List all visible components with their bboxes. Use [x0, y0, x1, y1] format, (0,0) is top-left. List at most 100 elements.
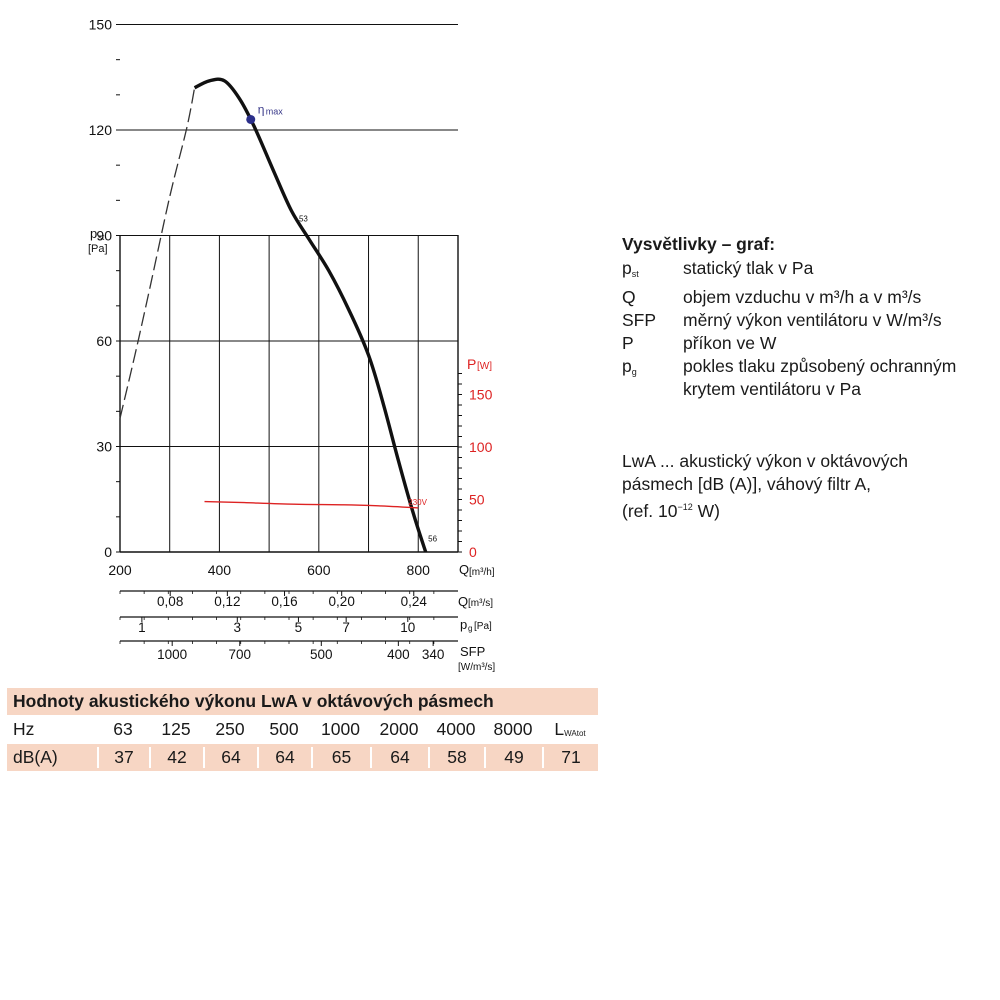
secondary-tick-label: 5 [295, 620, 303, 635]
secondary-tick-label: 3 [234, 620, 242, 635]
x-tick-label: 200 [108, 562, 132, 578]
note-line-2: pásmech [dB (A)], váhový filtr A, [622, 474, 871, 494]
legend-symbol: SFP [622, 309, 683, 332]
y2-tick-label: 50 [469, 492, 485, 508]
legend-symbol-text: Q [622, 287, 636, 307]
y-axis-unit: [Pa] [88, 243, 108, 255]
band-frequency: 250 [215, 719, 245, 739]
note-line-3-post: W) [692, 501, 720, 521]
y-tick-label: 90 [96, 228, 112, 244]
legend-description: příkon ve W [683, 333, 777, 353]
band-frequency: 2000 [379, 719, 419, 739]
legend-symbol: Q [622, 286, 683, 309]
power-curve [204, 500, 419, 509]
x-tick-label: 400 [208, 562, 232, 578]
secondary-tick-label: 500 [310, 647, 333, 662]
pressure-curve-unstable-dashed [119, 87, 196, 419]
y2-axis-unit: [W] [477, 361, 492, 372]
secondary-axis-unit: [W/m³/s] [458, 662, 495, 673]
legend-description: pokles tlaku způsobený ochranným krytem … [683, 356, 957, 399]
y-tick-label: 120 [89, 122, 113, 138]
x-tick-label: 800 [407, 562, 431, 578]
band-frequency: 4000 [436, 719, 476, 739]
secondary-axis-label: Q [458, 594, 468, 609]
band-value: 64 [257, 747, 311, 768]
band-value: 64 [370, 747, 428, 768]
eta-max-point [246, 114, 256, 124]
note-line-3-sup: −12 [677, 502, 693, 512]
secondary-axis-label: p [460, 617, 467, 632]
acoustic-note: LwA ... akustický výkon v oktávových pás… [622, 450, 982, 523]
band-value: 37 [97, 747, 149, 768]
curve-point-label: 56 [428, 534, 437, 543]
band-value: 42 [149, 747, 203, 768]
pressure-curve [193, 77, 428, 553]
legend-description: statický tlak v Pa [683, 258, 814, 278]
eta-max-label-sub: max [266, 106, 284, 116]
y-axis-label: p [90, 226, 97, 241]
legend-symbol: P [622, 332, 683, 355]
band-frequency: 500 [269, 719, 299, 739]
y2-tick-label: 100 [469, 439, 493, 455]
legend-item: SFP měrný výkon ventilátoru v W/m³/s [622, 309, 997, 332]
legend-symbol-text: p [622, 356, 632, 376]
legend-description: objem vzduchu v m³/h a v m³/s [683, 287, 922, 307]
note-line-3-pre: (ref. 10 [622, 501, 678, 521]
secondary-axis-unit: [Pa] [474, 621, 492, 632]
x-axis-label: Q [459, 562, 469, 577]
secondary-tick-label: 7 [342, 620, 350, 635]
curve-point-label: 53 [299, 214, 308, 223]
secondary-axis-unit: [m³/s] [468, 598, 493, 609]
legend-symbol-sub: st [631, 269, 639, 279]
legend-symbol: pg [622, 355, 683, 401]
acoustic-row-values: dB(A) 37 42 64 64 65 64 58 49 71 [7, 744, 598, 771]
secondary-tick-label: 10 [400, 620, 415, 635]
secondary-tick-label: 0,12 [214, 594, 240, 609]
band-frequency: 125 [161, 719, 191, 739]
legend-symbol-sub: g [631, 367, 637, 377]
legend-title: Vysvětlivky – graf: [622, 234, 776, 254]
band-frequency: 63 [113, 719, 133, 739]
total-value: 71 [542, 747, 598, 768]
chart-axes: 0 30 60 90 120 150 p st[Pa] 0 50 100 150 P [W] 200 400 6… [88, 17, 495, 579]
legend-item: pg pokles tlaku způsobený ochranným kryte… [622, 355, 997, 401]
band-value: 49 [484, 747, 542, 768]
power-curve-label: 230V [408, 498, 427, 507]
secondary-axis-label-sub: g [468, 624, 472, 633]
y2-tick-label: 150 [469, 387, 493, 403]
secondary-axis-label: SFP [460, 644, 485, 659]
secondary-tick-label: 340 [422, 647, 445, 662]
eta-max-label: η [258, 102, 265, 116]
y2-axis-label: P [467, 356, 476, 372]
total-label-sub: WAtot [564, 729, 586, 738]
legend-symbol-text: P [622, 333, 634, 353]
legend-description: měrný výkon ventilátoru v W/m³/s [683, 310, 942, 330]
y-tick-label: 30 [96, 439, 112, 455]
legend-symbol-text: p [622, 258, 632, 278]
band-value: 64 [203, 747, 257, 768]
note-line-3: (ref. 10−12 W) [622, 496, 982, 523]
y-axis-label-sub: st [98, 233, 105, 242]
secondary-axes: 0,08 0,12 0,16 0,20 0,24 Q [m³/s] 1 3 5 7 10 p g [Pa] 1… [119, 590, 495, 673]
row-label-hz: Hz [13, 719, 35, 739]
total-label-main: L [554, 719, 565, 739]
chart-series: 53 56 230V η max [119, 77, 438, 553]
y-tick-label: 0 [104, 544, 112, 560]
acoustic-table-title: Hodnoty akustického výkonu LwA v oktávov… [7, 688, 598, 715]
band-value: 65 [311, 747, 370, 768]
secondary-tick-label: 400 [387, 647, 410, 662]
note-line-1: LwA ... akustický výkon v oktávových [622, 451, 908, 471]
band-value: 58 [428, 747, 484, 768]
acoustic-row-frequencies: Hz 63 125 250 500 1000 2000 4000 8000 LWAtot [7, 715, 598, 744]
legend-symbol-text: SFP [622, 310, 657, 330]
legend-item: pst statický tlak v Pa [622, 257, 997, 286]
legend-symbol: pst [622, 257, 683, 286]
chart-grid [119, 24, 458, 553]
chart-legend-panel: Vysvětlivky – graf: pst statický tlak v P… [622, 233, 997, 401]
secondary-tick-label: 0,24 [401, 594, 428, 609]
secondary-tick-label: 700 [229, 647, 252, 662]
band-frequency: 1000 [321, 719, 360, 739]
